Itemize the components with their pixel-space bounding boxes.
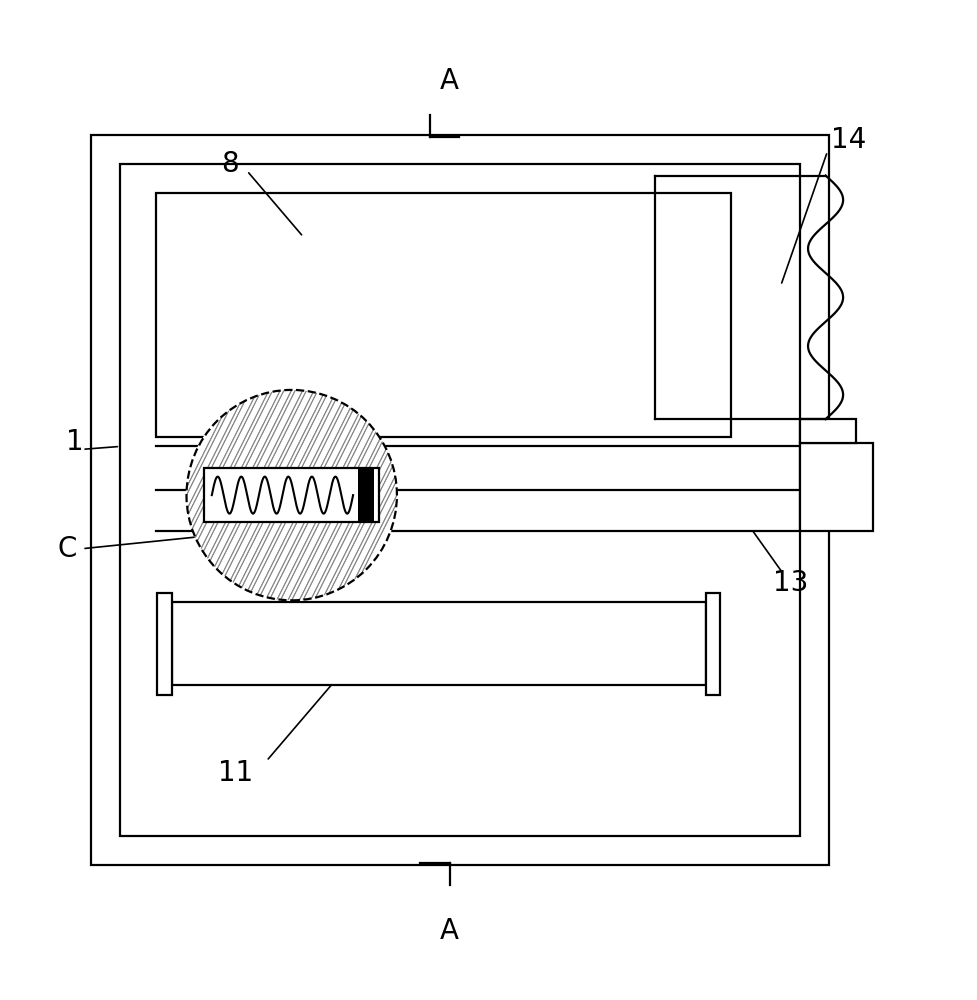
Text: 14: 14 <box>831 126 867 154</box>
Text: A: A <box>440 67 459 95</box>
Bar <box>156 193 731 437</box>
Text: 1: 1 <box>65 428 83 456</box>
Bar <box>800 443 873 531</box>
Bar <box>800 419 856 443</box>
Bar <box>91 135 829 865</box>
Circle shape <box>187 390 397 600</box>
Text: C: C <box>58 535 77 563</box>
Text: A: A <box>440 917 459 945</box>
Text: 13: 13 <box>773 569 808 597</box>
Bar <box>204 468 379 522</box>
Bar <box>157 593 172 695</box>
Bar <box>172 602 705 685</box>
Bar <box>358 468 373 522</box>
Bar <box>705 593 720 695</box>
Bar <box>120 164 800 836</box>
Text: 8: 8 <box>222 150 239 178</box>
Text: 11: 11 <box>218 759 253 787</box>
